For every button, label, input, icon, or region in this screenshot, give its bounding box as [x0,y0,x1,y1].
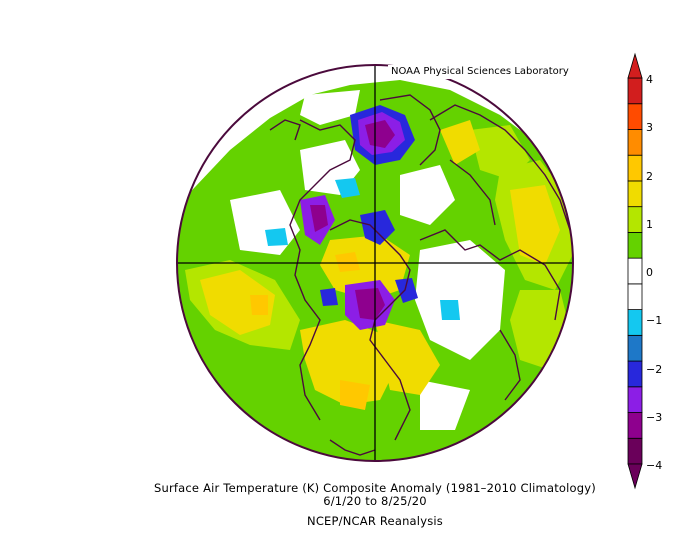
colorbar-bin [627,77,643,105]
anomaly-region [300,90,360,125]
coastlines [269,94,571,456]
caption-date-range: 6/1/20 to 8/25/20 [323,494,427,508]
anomaly-region [440,120,480,165]
colorbar-tick-label: 1 [646,217,653,231]
colorbar [627,52,643,490]
colorbar-bin [627,154,643,182]
colorbar-bin [627,334,643,362]
globe-border [176,64,574,462]
anomaly-region [310,205,328,232]
anomaly-region [355,288,385,320]
anomaly-region [320,288,338,306]
colorbar-bin [627,257,643,285]
anomaly-region [365,120,395,148]
colorbar-max-arrow [627,52,643,79]
anomaly-region [375,320,440,395]
anomaly-region [200,270,275,335]
credit-background [388,65,573,79]
anomaly-field [177,65,573,461]
anomaly-region [395,278,418,303]
colorbar-bin [627,129,643,156]
colorbar-bin [627,231,643,259]
colorbar-bin [627,309,643,336]
anomaly-region [335,252,360,272]
colorbar-tick-label: 2 [646,169,653,183]
anomaly-region [400,165,455,225]
anomaly-region [265,228,288,246]
anomaly-region [440,300,460,320]
anomaly-region [340,380,370,410]
colorbar-tick-label: −3 [646,410,663,424]
colorbar-tick-label: 0 [646,266,653,279]
colorbar-tick-label: 3 [646,121,653,135]
anomaly-region [415,240,505,360]
colorbar-tick-label: 4 [646,73,653,86]
colorbar-bin [627,437,643,465]
caption-title: Surface Air Temperature (K) Composite An… [154,481,596,495]
colorbar-bin [627,180,643,208]
colorbar-bin [627,386,643,413]
colorbar-tick-label: −2 [646,362,663,376]
anomaly-region [250,295,268,315]
anomaly-region [510,185,560,265]
anomaly-region [335,178,360,198]
anomaly-region [420,380,470,430]
caption-source: NCEP/NCAR Reanalysis [307,514,443,528]
colorbar-bin [627,206,643,233]
colorbar-bin [627,283,643,311]
anomaly-region [470,125,530,180]
anomaly-region [320,235,410,300]
colorbar-bin [627,103,643,130]
colorbar-tick-label: −4 [646,459,663,472]
colorbar-min-arrow [627,463,643,490]
colorbar-bin [627,360,643,388]
colorbar-bin [627,412,643,439]
anomaly-region [360,210,395,245]
credit-text: NOAA Physical Sciences Laboratory [391,66,569,77]
colorbar-tick-label: −1 [646,314,663,328]
